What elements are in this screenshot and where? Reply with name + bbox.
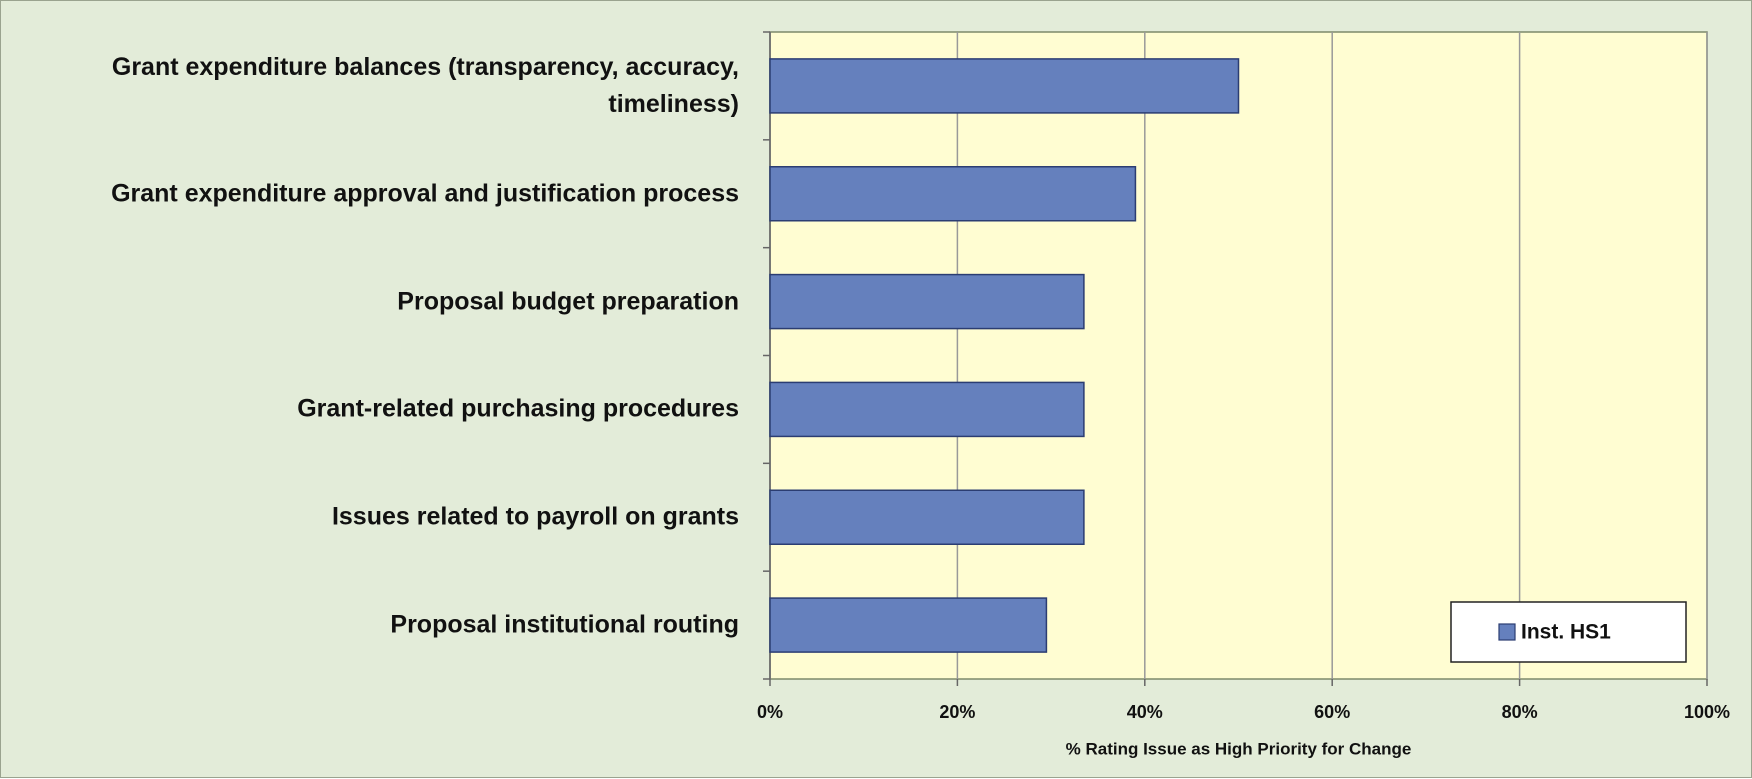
y-tick-label: Proposal institutional routing: [390, 610, 739, 639]
x-tick-label: 40%: [1127, 702, 1163, 722]
legend-label: Inst. HS1: [1521, 621, 1611, 644]
x-tick-label: 80%: [1502, 702, 1538, 722]
x-tick-label: 0%: [757, 702, 783, 722]
legend-swatch: [1498, 623, 1516, 641]
bar: [769, 58, 1240, 114]
x-tick-label: 100%: [1684, 702, 1730, 722]
x-axis-title: % Rating Issue as High Priority for Chan…: [1066, 739, 1412, 758]
plot-area: [769, 31, 1708, 680]
x-tick-label: 60%: [1314, 702, 1350, 722]
y-tick-label: Grant expenditure balances (transparency…: [111, 52, 739, 118]
y-tick-label: Issues related to payroll on grants: [331, 502, 739, 531]
y-tick-label: Grant expenditure approval and justifica…: [111, 179, 739, 208]
bar: [769, 381, 1085, 438]
y-tick-label: Grant-related purchasing procedures: [297, 394, 739, 423]
bar: [769, 273, 1085, 330]
legend-box: [1450, 601, 1687, 663]
x-tick-label: 20%: [939, 702, 975, 722]
y-tick-label: Proposal budget preparation: [397, 287, 739, 316]
bar: [769, 597, 1048, 653]
bar: [769, 489, 1085, 545]
bar: [769, 166, 1137, 222]
